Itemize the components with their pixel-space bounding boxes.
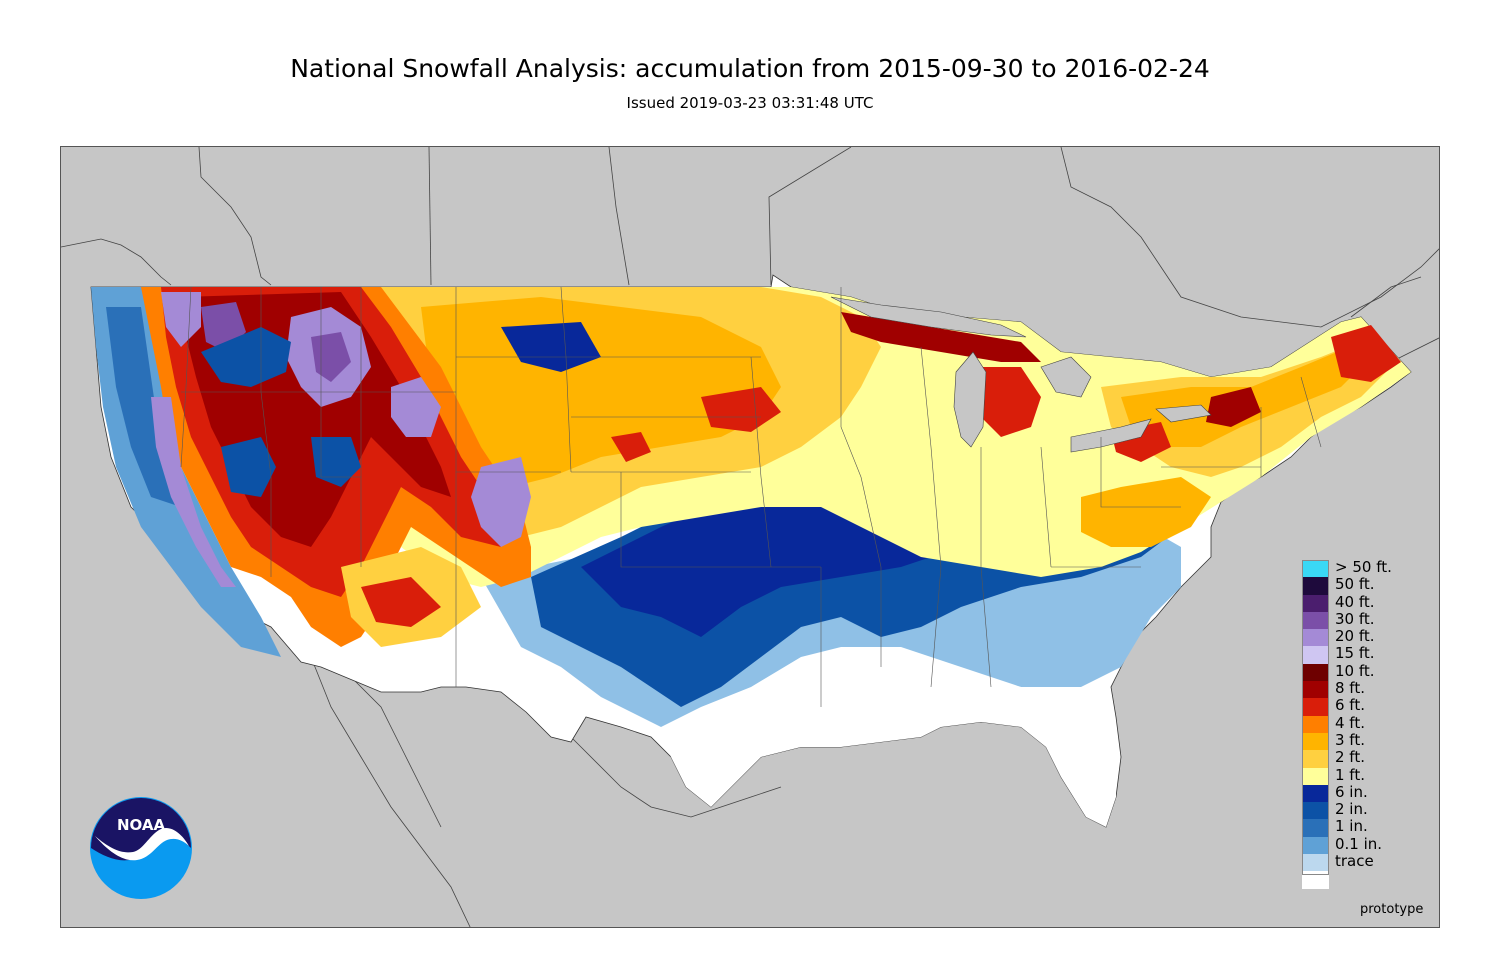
legend-item: > 50 ft.	[1302, 558, 1432, 578]
issued-timestamp: Issued 2019-03-23 03:31:48 UTC	[626, 94, 874, 112]
legend-label: 6 ft.	[1335, 696, 1365, 715]
legend-label: 20 ft.	[1335, 627, 1375, 646]
legend-swatch	[1302, 681, 1329, 699]
legend-label: 15 ft.	[1335, 644, 1375, 663]
legend-label: 4 ft.	[1335, 713, 1365, 732]
legend-swatch	[1302, 577, 1329, 595]
legend-swatch	[1302, 854, 1329, 872]
snowfall-map	[60, 146, 1440, 928]
legend-swatch	[1302, 767, 1329, 785]
legend-item: 20 ft.	[1302, 627, 1432, 647]
legend-item: 0.1 in.	[1302, 834, 1432, 855]
legend-swatch	[1302, 629, 1329, 647]
legend-item: 50 ft.	[1302, 575, 1432, 595]
map-canvas	[61, 147, 1439, 927]
legend-label: 50 ft.	[1335, 575, 1375, 594]
legend-item: 1 ft.	[1302, 765, 1432, 785]
legend-label: 10 ft.	[1335, 661, 1375, 680]
legend-label: 1 ft.	[1335, 765, 1365, 784]
legend-item: 1 in.	[1302, 817, 1432, 837]
legend-item: 8 ft.	[1302, 679, 1432, 699]
legend-swatch	[1302, 784, 1329, 803]
legend: > 50 ft. 50 ft. 40 ft. 30 ft. 20 ft. 15 …	[1302, 558, 1432, 889]
noaa-logo-icon: NOAA	[90, 797, 192, 899]
legend-swatch	[1302, 819, 1329, 837]
prototype-label: prototype	[1360, 902, 1424, 917]
legend-swatch	[1302, 715, 1329, 733]
legend-item: 40 ft.	[1302, 592, 1432, 612]
legend-label: 8 ft.	[1335, 679, 1365, 698]
legend-label: 0.1 in.	[1335, 834, 1383, 853]
legend-label: > 50 ft.	[1335, 558, 1392, 576]
legend-label: 40 ft.	[1335, 592, 1375, 611]
legend-label: 30 ft.	[1335, 609, 1375, 628]
legend-item: 2 ft.	[1302, 748, 1432, 768]
map-title: National Snowfall Analysis: accumulation…	[290, 54, 1210, 83]
legend-item: 10 ft.	[1302, 661, 1432, 682]
legend-label: 6 in.	[1335, 782, 1368, 801]
legend-swatch	[1302, 611, 1329, 630]
legend-label: 1 in.	[1335, 817, 1368, 836]
legend-label: trace	[1335, 852, 1374, 871]
legend-swatch	[1302, 871, 1329, 889]
legend-item: 30 ft.	[1302, 609, 1432, 630]
legend-item	[1302, 871, 1432, 889]
legend-item: 4 ft.	[1302, 713, 1432, 733]
legend-label: 2 in.	[1335, 800, 1368, 819]
noaa-logo-text: NOAA	[117, 816, 166, 834]
legend-label: 2 ft.	[1335, 748, 1365, 767]
legend-item: 6 ft.	[1302, 696, 1432, 716]
legend-swatch	[1302, 750, 1329, 768]
legend-item: 6 in.	[1302, 782, 1432, 803]
legend-swatch	[1302, 663, 1329, 682]
legend-item: 2 in.	[1302, 800, 1432, 820]
legend-swatch	[1302, 802, 1329, 820]
legend-swatch	[1302, 646, 1329, 664]
legend-swatch	[1302, 594, 1329, 612]
legend-swatch	[1302, 732, 1329, 751]
legend-item: 15 ft.	[1302, 644, 1432, 664]
legend-swatch	[1302, 560, 1329, 578]
legend-label: 3 ft.	[1335, 730, 1365, 749]
legend-swatch	[1302, 836, 1329, 855]
legend-item: trace	[1302, 852, 1432, 872]
legend-swatch	[1302, 698, 1329, 716]
noaa-logo: NOAA	[89, 796, 193, 900]
state-borders	[180, 286, 1322, 707]
legend-item: 3 ft.	[1302, 730, 1432, 751]
